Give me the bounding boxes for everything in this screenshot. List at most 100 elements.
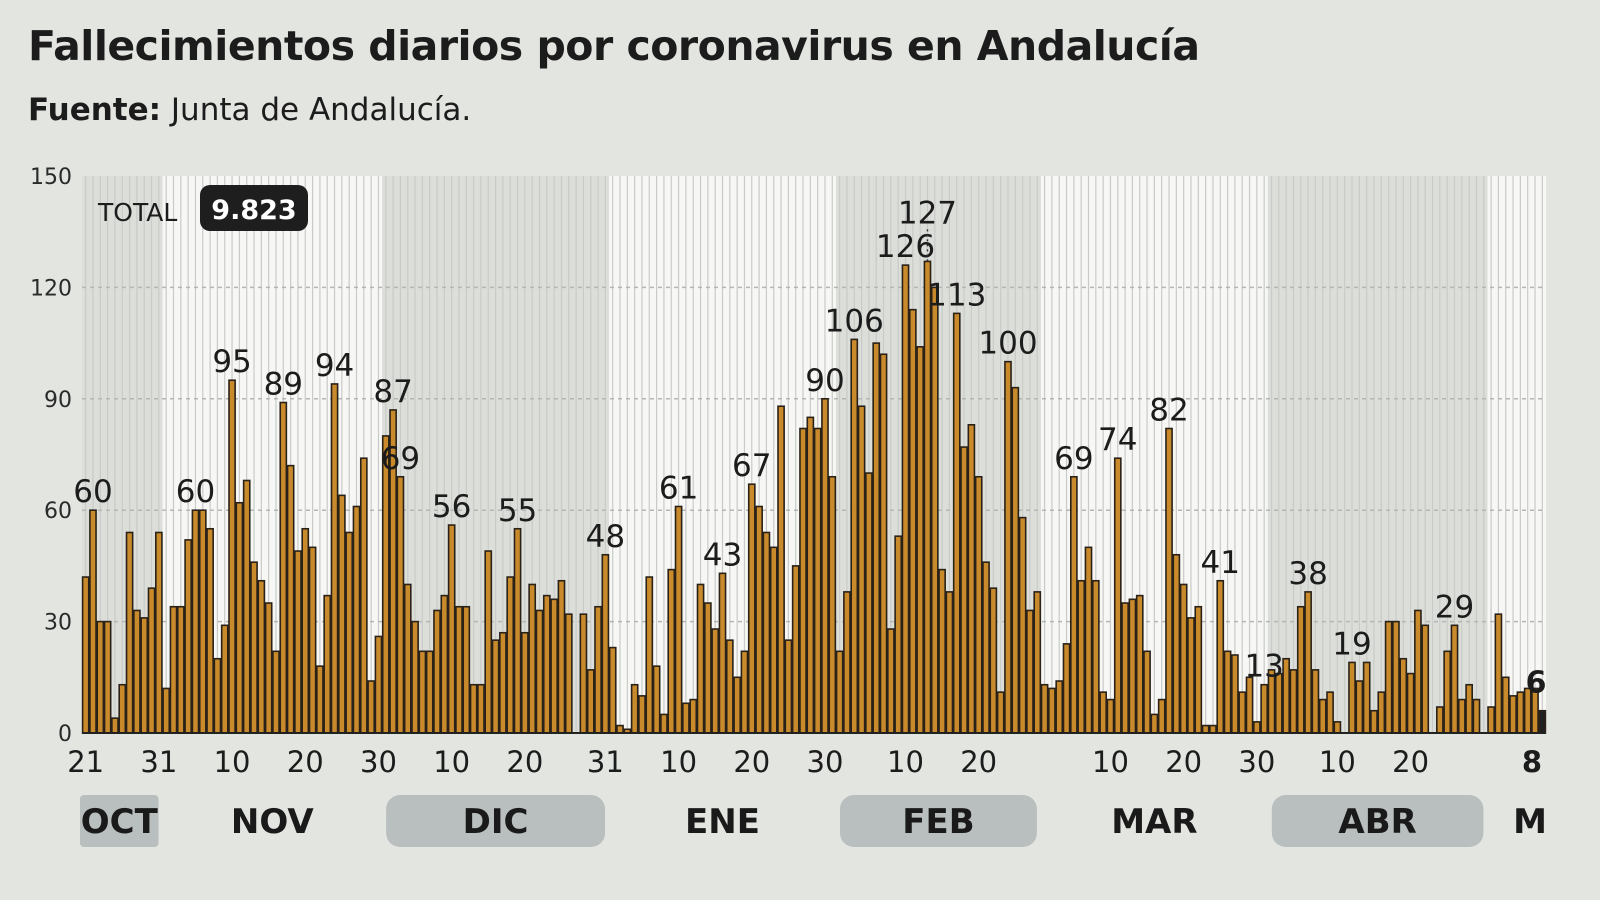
bar: [542, 594, 551, 734]
bar: [374, 635, 383, 734]
data-label: 60: [176, 474, 215, 510]
bar: [769, 546, 778, 734]
bar: [660, 713, 668, 734]
data-label: 6: [1526, 666, 1547, 701]
data-label: 69: [381, 441, 420, 477]
data-label: 41: [1201, 545, 1240, 581]
bar: [469, 683, 478, 734]
bar: [1392, 620, 1400, 734]
data-label: 19: [1332, 626, 1371, 662]
total-value: 9.823: [211, 195, 296, 226]
bar: [799, 427, 807, 734]
data-label: 90: [805, 363, 844, 399]
bar: [879, 353, 888, 734]
bar: [1326, 691, 1334, 734]
bar: [1077, 579, 1086, 734]
bar: [162, 687, 171, 734]
bar: [206, 527, 214, 734]
bar: [1209, 724, 1217, 734]
bar: [1399, 657, 1408, 734]
month-pill-dic: [386, 795, 606, 847]
bar: [1128, 598, 1137, 734]
data-label: 69: [1054, 441, 1093, 477]
bar: [1048, 687, 1056, 734]
bar: [96, 620, 105, 734]
data-label: 38: [1288, 556, 1327, 592]
bar: [506, 576, 515, 734]
bar: [1091, 579, 1100, 734]
bar: [491, 639, 500, 734]
bar: [1194, 605, 1203, 734]
bar: [747, 483, 756, 734]
bar: [1084, 546, 1093, 734]
bar: [960, 446, 968, 734]
data-label: 127: [898, 195, 957, 231]
y-tick-label: 150: [30, 165, 72, 190]
bar: [974, 475, 983, 734]
bar: [1062, 643, 1071, 734]
bar: [784, 639, 793, 734]
bar: [111, 717, 119, 734]
data-label: 74: [1098, 422, 1137, 458]
bar: [520, 631, 529, 734]
bar: [645, 576, 654, 734]
bar: [579, 613, 588, 734]
bar: [103, 620, 112, 734]
bar: [1157, 698, 1166, 734]
chart-source: Fuente: Junta de Andalucía.: [28, 92, 471, 128]
data-label: 61: [659, 470, 698, 506]
bar: [1018, 516, 1027, 734]
bar: [967, 423, 976, 734]
bar: [535, 609, 544, 734]
bar: [220, 624, 229, 734]
bar: [1245, 676, 1254, 734]
data-label: 126: [876, 229, 935, 265]
x-tick-label: 31: [587, 745, 624, 779]
bar: [125, 531, 134, 734]
bar: [1421, 624, 1430, 734]
bar: [550, 598, 559, 734]
bar: [345, 531, 354, 734]
bar: [1253, 721, 1261, 734]
bar: [1231, 654, 1239, 734]
x-tick-label: 10: [887, 745, 924, 779]
data-label: 82: [1149, 393, 1188, 429]
bar: [557, 579, 566, 734]
bar: [425, 650, 434, 734]
bar: [272, 650, 280, 734]
bar: [1362, 661, 1371, 734]
bar: [330, 383, 339, 734]
month-label: ENE: [685, 802, 760, 842]
data-label: 94: [315, 348, 354, 384]
source-value: Junta de Andalucía.: [170, 92, 472, 128]
bar: [1457, 698, 1466, 734]
bar: [1143, 650, 1151, 734]
bar: [140, 617, 149, 734]
bar: [740, 650, 749, 734]
data-label: 100: [978, 326, 1037, 362]
bar: [411, 620, 419, 734]
bar: [279, 401, 288, 734]
bar: [147, 587, 156, 734]
bar: [711, 628, 720, 734]
bar: [1099, 691, 1107, 734]
data-label: 113: [927, 277, 986, 313]
month-label: MAR: [1111, 802, 1197, 842]
bar: [198, 509, 207, 734]
y-tick-label: 120: [30, 276, 72, 301]
bar: [1004, 360, 1012, 734]
y-tick-label: 30: [44, 611, 72, 636]
bar: [1436, 706, 1444, 734]
bar: [938, 568, 946, 734]
x-tick-label: 30: [807, 745, 844, 779]
bar: [1289, 669, 1298, 734]
bar: [1406, 672, 1415, 734]
bar: [616, 724, 624, 734]
x-tick-label: 8: [1522, 745, 1542, 779]
bar: [916, 346, 925, 734]
bar: [1055, 680, 1064, 734]
bar: [89, 509, 97, 734]
month-label: OCT: [81, 802, 159, 842]
month-label: FEB: [902, 802, 974, 842]
